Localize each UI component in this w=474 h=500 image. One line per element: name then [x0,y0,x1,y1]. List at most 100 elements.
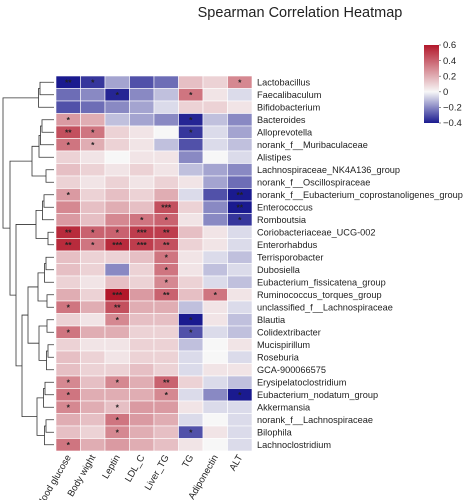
heatmap-cell [178,350,204,364]
heatmap-cell [202,75,228,89]
significance-mark: * [91,227,95,237]
heatmap-cell [129,113,155,127]
dendrogram-branch [40,125,54,146]
heatmap-cell [129,188,155,202]
significance-mark: * [67,440,71,450]
heatmap-cell [80,250,106,264]
row-label: Ruminococcus_torques_group [257,290,382,300]
heatmap-cell [153,325,179,339]
heatmap-cell [227,425,253,439]
dendrogram-branch [2,97,39,229]
row-label: Faecalibaculum [257,90,322,100]
heatmap-cell [55,363,81,377]
heatmap-cell [227,100,253,114]
heatmap-cell [178,250,204,264]
heatmap-cell [129,263,155,277]
significance-mark: * [67,190,71,200]
heatmap-cell [129,288,155,302]
heatmap-cell [129,313,155,327]
significance-mark: * [91,127,95,137]
heatmap-cell [104,163,130,177]
heatmap-cells [55,75,253,452]
dendrogram-branch [39,81,54,96]
row-label: norank_f__Muribaculaceae [257,140,368,150]
column-label: LDL_C [123,453,147,484]
heatmap-cell [227,313,253,327]
significance-mark: * [116,427,120,437]
heatmap-cell [55,313,81,327]
heatmap-cell [227,275,253,289]
significance-mark: ** [163,227,170,237]
column-label: Leptin [100,453,122,481]
row-label: Bifidobacterium [257,102,321,112]
heatmap-cell [129,200,155,214]
significance-mark: * [189,315,193,325]
row-label: GCA-900066575 [257,365,326,375]
heatmap-cell [153,300,179,314]
dendrogram-branch [35,209,48,239]
row-label: Bacteroides [257,115,306,125]
heatmap-cell [104,113,130,127]
significance-mark: * [189,427,193,437]
heatmap-cell [153,75,179,89]
heatmap-cell [80,100,106,114]
significance-mark: * [165,215,169,225]
row-label: Eubacterium_fissicatena_group [257,277,386,287]
significance-mark: * [238,215,242,225]
heatmap-cell [178,225,204,239]
heatmap-cell [178,400,204,414]
heatmap-cell [202,213,228,227]
heatmap-cell [178,388,204,402]
heatmap-cell [80,350,106,364]
significance-mark: * [189,115,193,125]
heatmap-cell [153,138,179,152]
heatmap-cell [153,88,179,102]
row-label: Akkermansia [257,402,311,412]
heatmap-cell [104,250,130,264]
heatmap-cell [55,288,81,302]
heatmap-cell [178,338,204,352]
heatmap-cell [129,363,155,377]
heatmap-cell [129,338,155,352]
heatmap-cell [104,338,130,352]
heatmap-cell [202,263,228,277]
row-label: norank_f__Oscillospiraceae [257,177,370,187]
heatmap-cell [153,363,179,377]
heatmap-cell [104,175,130,189]
heatmap-cell [80,425,106,439]
significance-mark: * [165,265,169,275]
heatmap-cell [202,225,228,239]
column-label: TG [180,453,196,470]
heatmap-cell [227,363,253,377]
heatmap-cell [153,163,179,177]
row-label: Lactobacillus [257,77,311,87]
row-label: Mucispirillum [257,340,310,350]
heatmap-cell [80,438,106,452]
row-label: unclassified_f__Lachnospiraceae [257,302,393,312]
heatmap-cell [55,100,81,114]
heatmap-cell [129,275,155,289]
heatmap-cell [202,88,228,102]
dendrogram-branch [38,134,54,158]
dendrogram-branch [21,314,37,418]
significance-mark: *** [137,240,148,250]
heatmap-cell [227,288,253,302]
heatmap-cell [202,388,228,402]
heatmap-cell [104,75,130,89]
heatmap-cell [129,150,155,164]
heatmap-cell [80,275,106,289]
row-label: Colidextribacter [257,327,321,337]
significance-mark: ** [65,127,72,137]
significance-mark: ** [65,227,72,237]
colorbar-tick-label: −0.2 [443,103,462,114]
significance-mark: * [91,140,95,150]
heatmap-cell [153,125,179,139]
heatmap-cell [80,200,106,214]
dendrogram-branch [41,119,54,133]
dendrogram-branch [47,231,54,246]
heatmap-cell [227,400,253,414]
significance-mark: ** [65,240,72,250]
significance-mark: ** [236,190,243,200]
heatmap-cell [227,413,253,427]
significance-mark: * [116,90,120,100]
